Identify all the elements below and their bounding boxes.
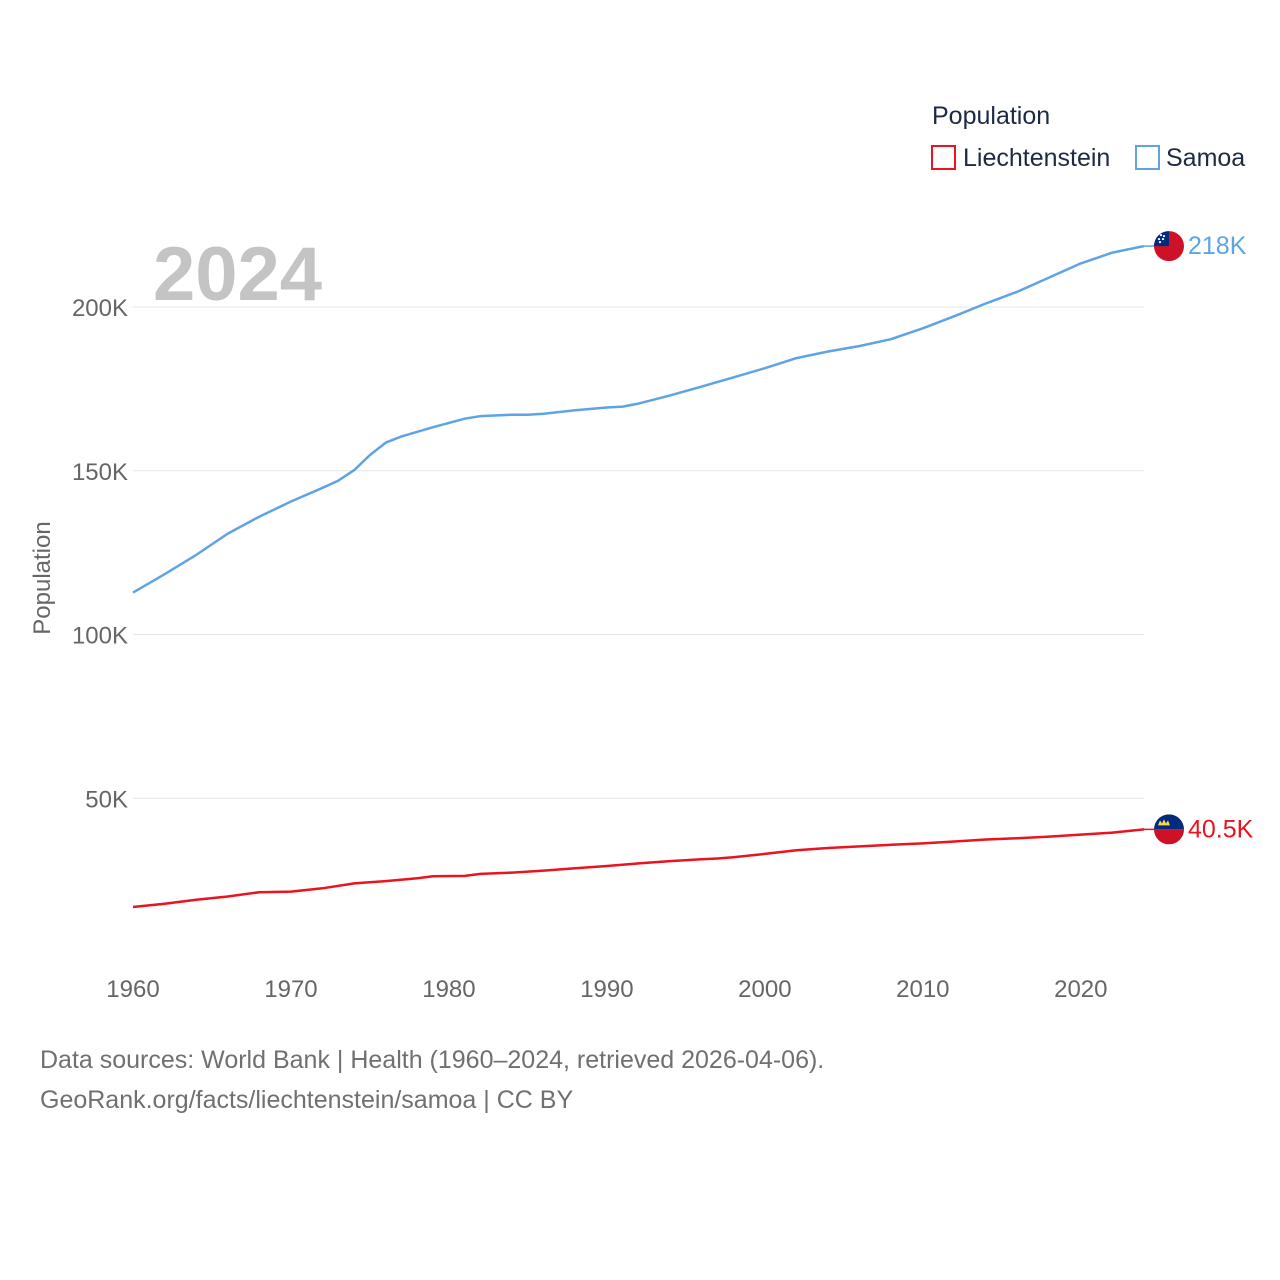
x-tick-label: 1990: [580, 976, 633, 1003]
series-line-liechtenstein[interactable]: [132, 828, 1145, 909]
y-tick-label: 200K: [72, 295, 128, 322]
legend-label-liechtenstein: Liechtenstein: [963, 144, 1110, 172]
series-lines: [132, 244, 1145, 909]
legend-swatch-samoa: [1135, 145, 1160, 170]
data-source-note: Data sources: World Bank | Health (1960–…: [40, 1046, 825, 1074]
series-line-samoa[interactable]: [132, 244, 1145, 594]
legend-swatch-liechtenstein: [931, 145, 956, 170]
y-tick-label: 150K: [72, 459, 128, 486]
y-tick-label: 100K: [72, 623, 128, 650]
series-end-markers: 218K 40.5K: [1144, 231, 1254, 845]
x-tick-label: 1980: [422, 976, 475, 1003]
legend-label-samoa: Samoa: [1166, 144, 1245, 172]
legend: Population Liechtenstein Samoa: [931, 102, 1245, 172]
y-axis-title: Population: [29, 521, 56, 634]
year-watermark: 2024: [153, 232, 322, 317]
x-tick-label: 2010: [896, 976, 949, 1003]
x-tick-label: 2000: [738, 976, 791, 1003]
footer: Data sources: World Bank | Health (1960–…: [40, 1040, 824, 1120]
y-tick-label: 50K: [85, 786, 128, 813]
legend-title: Population: [932, 102, 1050, 130]
end-value-label-liechtenstein: 40.5K: [1188, 815, 1254, 843]
y-axis-ticks: 50K 100K 150K 200K: [72, 295, 128, 813]
gridlines: [133, 306, 1144, 799]
samoa-flag-icon: [1154, 231, 1184, 262]
x-tick-label: 1970: [264, 976, 317, 1003]
legend-item-liechtenstein[interactable]: Liechtenstein: [931, 144, 1110, 172]
x-tick-label: 2020: [1054, 976, 1107, 1003]
x-axis-ticks: 1960 1970 1980 1990 2000 2010 2020: [106, 976, 1107, 1003]
source-link[interactable]: GeoRank.org/facts/liechtenstein/samoa | …: [40, 1086, 574, 1114]
legend-item-samoa[interactable]: Samoa: [1135, 144, 1245, 172]
x-tick-label: 1960: [106, 976, 159, 1003]
end-value-label-samoa: 218K: [1188, 232, 1247, 260]
liechtenstein-flag-icon: [1154, 814, 1184, 845]
